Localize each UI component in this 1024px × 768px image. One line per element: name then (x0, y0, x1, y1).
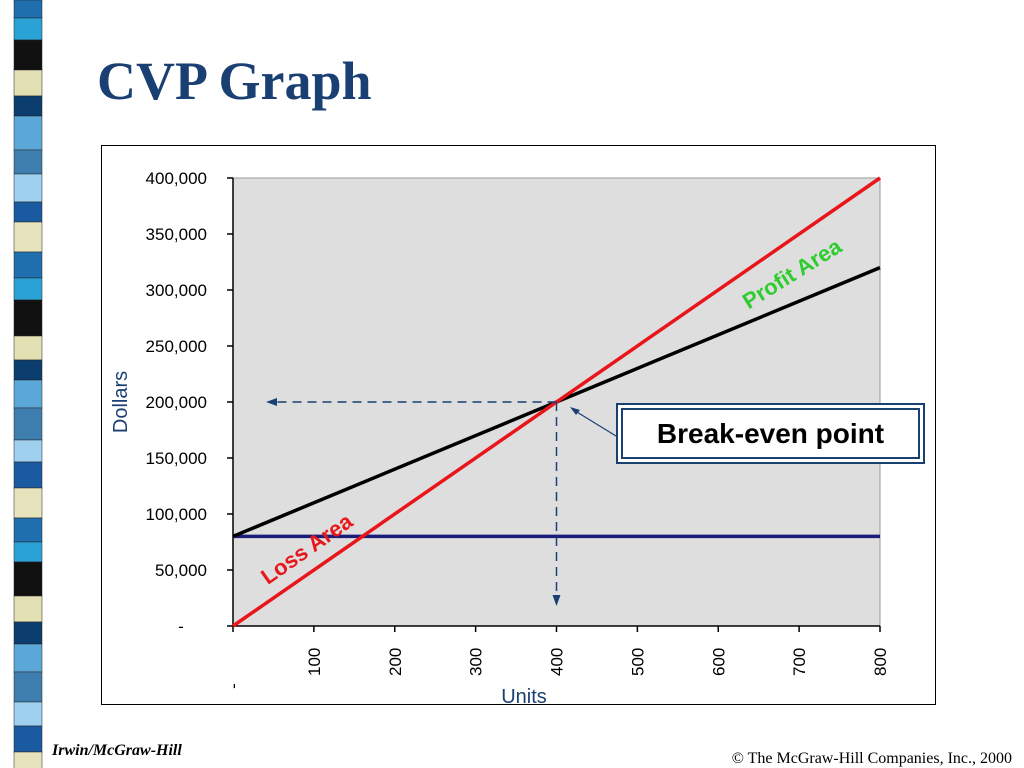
y-tick-label: 200,000 (146, 393, 207, 412)
x-tick-label: 800 (871, 648, 890, 676)
strip-block (13, 173, 43, 203)
strip-block (13, 751, 43, 768)
strip-block (13, 561, 43, 597)
y-tick-label: 300,000 (146, 281, 207, 300)
strip-block (13, 39, 43, 71)
break-even-callout: Break-even point (616, 403, 925, 464)
x-tick-label: 400 (548, 648, 567, 676)
strip-block (13, 461, 43, 489)
decorative-left-strip (0, 0, 44, 768)
strip-block (13, 595, 43, 623)
y-tick-label: 400,000 (146, 169, 207, 188)
strip-block (13, 69, 43, 97)
y-tick-label: 50,000 (155, 561, 207, 580)
strip-block (13, 335, 43, 361)
y-tick-label: 350,000 (146, 225, 207, 244)
y-tick-label: 100,000 (146, 505, 207, 524)
strip-block (13, 487, 43, 519)
x-tick-label: 200 (386, 648, 405, 676)
y-tick-label: 250,000 (146, 337, 207, 356)
break-even-pointer-head (570, 407, 580, 415)
x-tick-label: 100 (305, 648, 324, 676)
x-tick-label: 500 (628, 648, 647, 676)
x-tick-label: 600 (709, 648, 728, 676)
break-even-label: Break-even point (621, 408, 920, 459)
strip-block (13, 299, 43, 337)
y-tick-label: - (178, 617, 184, 636)
strip-block (13, 221, 43, 253)
y-tick-label: 150,000 (146, 449, 207, 468)
x-tick-label: - (224, 683, 243, 689)
strip-block (13, 671, 43, 703)
slide-title: CVP Graph (97, 51, 372, 111)
y-axis-label: Dollars (110, 371, 132, 433)
units-guide-arrowhead (552, 595, 561, 606)
y-axis: - 50,000 100,000 150,000 200,000 250,000 300,0… (146, 169, 234, 636)
x-tick-label: 700 (790, 648, 809, 676)
break-even-pointer (571, 408, 617, 437)
strip-block (13, 725, 43, 753)
footer-copyright: © The McGraw-Hill Companies, Inc., 2000 (731, 750, 1012, 767)
x-axis: - 100 200 300 400 500 600 700 800 (224, 625, 890, 689)
x-axis-label: Units (501, 686, 547, 708)
break-even-guides (266, 398, 561, 606)
strip-block (13, 379, 43, 409)
footer-publisher: Irwin/McGraw-Hill (52, 742, 182, 759)
dollars-guide-arrowhead (266, 398, 277, 406)
x-tick-label: 300 (467, 648, 486, 676)
